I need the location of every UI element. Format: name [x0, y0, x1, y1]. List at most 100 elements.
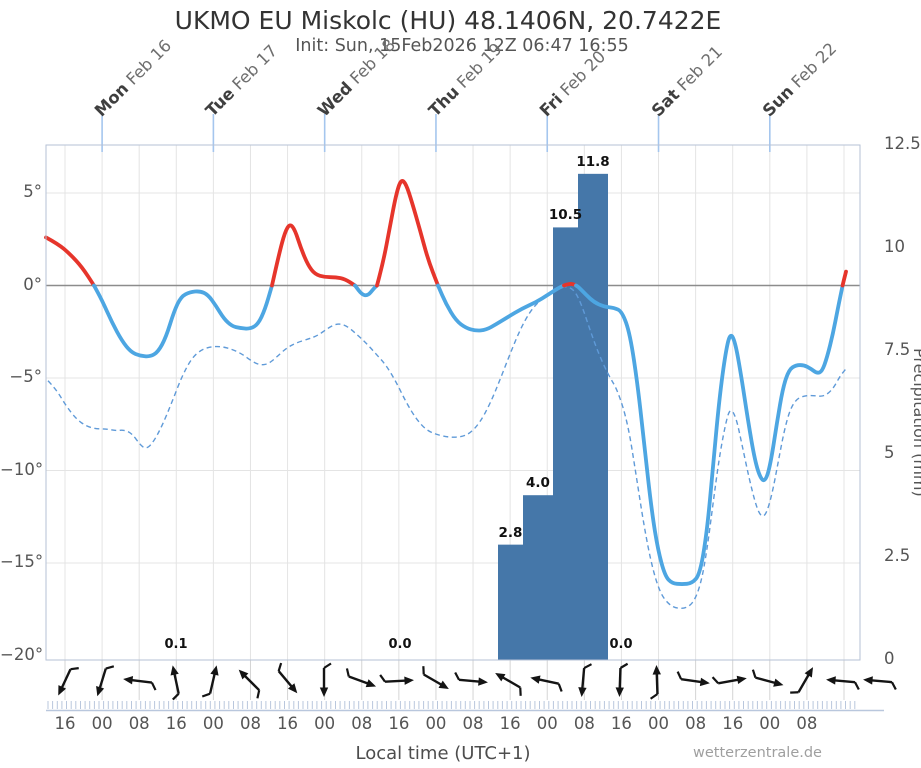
- wind-arrow-part: [210, 665, 219, 676]
- time-tick-label: 16: [499, 714, 521, 733]
- wind-arrow-part: [519, 687, 522, 696]
- wind-arrow-part: [345, 668, 350, 677]
- hour-tick-comb: [47, 701, 856, 709]
- time-tick-label: 00: [314, 714, 336, 733]
- wind-arrow: [319, 662, 332, 697]
- wind-arrow-part: [495, 673, 506, 682]
- temp-axis-tick: −20°: [0, 644, 44, 664]
- wind-arrow-part: [379, 674, 386, 683]
- wind-arrow-part: [619, 662, 629, 669]
- wind-arrow: [711, 675, 747, 685]
- wind-arrow-part: [454, 671, 461, 681]
- wind-arrow-part: [96, 685, 105, 697]
- time-tick-label: 08: [128, 714, 150, 733]
- wind-arrow-part: [238, 669, 249, 680]
- wind-arrow: [201, 665, 219, 698]
- wind-arrow-part: [478, 677, 488, 686]
- time-tick-label: 00: [202, 714, 224, 733]
- wind-arrow-part: [287, 683, 298, 694]
- precip-period-total: 0.1: [164, 637, 188, 652]
- temperature-line-below-zero: [353, 283, 379, 298]
- wind-arrow-part: [615, 687, 624, 697]
- wind-arrow: [58, 667, 79, 696]
- wind-arrow-part: [826, 676, 836, 685]
- precip-axis-tick: 12.5: [884, 134, 921, 153]
- temperature-line-above-zero: [562, 282, 578, 288]
- precip-bar-value: 4.0: [526, 475, 550, 492]
- temp-axis-tick: −10°: [0, 459, 44, 479]
- wind-arrow-part: [170, 665, 179, 676]
- wind-arrow: [170, 665, 180, 701]
- precip-period-total: 0.0: [388, 637, 412, 652]
- wind-arrow: [379, 674, 414, 685]
- time-tick-label: 08: [573, 714, 595, 733]
- wind-arrow-part: [699, 677, 710, 687]
- wind-arrow-part: [736, 675, 747, 685]
- wind-arrow: [790, 667, 813, 694]
- wind-arrow-part: [172, 692, 180, 701]
- wind-arrow-part: [583, 663, 593, 670]
- time-tick-label: 08: [239, 714, 261, 733]
- temp-axis-tick: 0°: [23, 274, 42, 294]
- wind-arrow-part: [70, 667, 79, 671]
- wind-arrow-part: [365, 679, 377, 688]
- time-tick-label: 00: [648, 714, 670, 733]
- wind-arrow-part: [773, 678, 784, 687]
- watermark: wetterzentrale.de: [693, 745, 822, 761]
- wind-arrow-part: [323, 662, 332, 669]
- wind-arrow: [751, 669, 784, 687]
- wind-arrow-part: [557, 683, 563, 692]
- time-tick-label: 00: [425, 714, 447, 733]
- time-tick-label: 16: [388, 714, 410, 733]
- precip-bar: [498, 544, 523, 660]
- wind-arrow: [345, 668, 377, 688]
- wind-arrow: [530, 675, 563, 692]
- wind-arrow: [826, 676, 860, 691]
- wind-arrow-part: [578, 687, 587, 697]
- wind-arrow: [123, 676, 157, 691]
- wind-arrow-part: [711, 676, 720, 685]
- wind-arrow-part: [676, 671, 683, 680]
- precip-bar: [523, 495, 553, 660]
- wind-arrow: [96, 665, 115, 697]
- precip-bar-value: 11.8: [576, 153, 610, 170]
- wind-arrow-part: [256, 689, 261, 699]
- precip-axis-tick: 0: [884, 649, 895, 668]
- wind-arrow-part: [863, 676, 873, 685]
- wind-arrow-part: [277, 662, 283, 672]
- wind-arrow: [422, 666, 449, 689]
- wind-arrow-part: [438, 680, 449, 689]
- wind-arrow-part: [804, 667, 813, 678]
- wind-arrow-part: [422, 666, 425, 675]
- temperature-line-below-zero: [574, 283, 845, 586]
- wind-arrow-part: [853, 681, 860, 691]
- dewpoint-line: [47, 286, 847, 610]
- time-tick-label: 16: [54, 714, 76, 733]
- right-axis-title: Precipitation (mm): [910, 347, 921, 497]
- temperature-line-above-zero: [270, 223, 357, 288]
- wind-arrow: [649, 665, 661, 700]
- time-tick-label: 08: [685, 714, 707, 733]
- wind-arrow: [578, 663, 593, 697]
- wind-arrow-part: [319, 687, 329, 697]
- precip-bar-value: 10.5: [548, 207, 583, 224]
- wind-arrow: [863, 676, 897, 691]
- precip-axis-tick: 5: [884, 443, 895, 462]
- temperature-line-above-zero: [840, 269, 848, 288]
- time-tick-label: 16: [722, 714, 744, 733]
- precip-bar: [578, 173, 608, 660]
- precip-bar: [553, 227, 578, 660]
- wind-arrow: [277, 662, 298, 694]
- temperature-line-below-zero: [92, 283, 274, 359]
- time-tick-label: 16: [165, 714, 187, 733]
- temp-axis-tick: −15°: [0, 552, 44, 571]
- wind-arrow: [238, 669, 261, 699]
- wind-arrow-part: [123, 676, 134, 685]
- time-tick-label: 00: [536, 714, 558, 733]
- wind-arrow-part: [150, 682, 157, 691]
- wind-arrow-part: [58, 685, 67, 696]
- temperature-line-above-zero: [375, 179, 440, 288]
- time-tick-label: 16: [277, 714, 299, 733]
- time-tick-label: 00: [759, 714, 781, 733]
